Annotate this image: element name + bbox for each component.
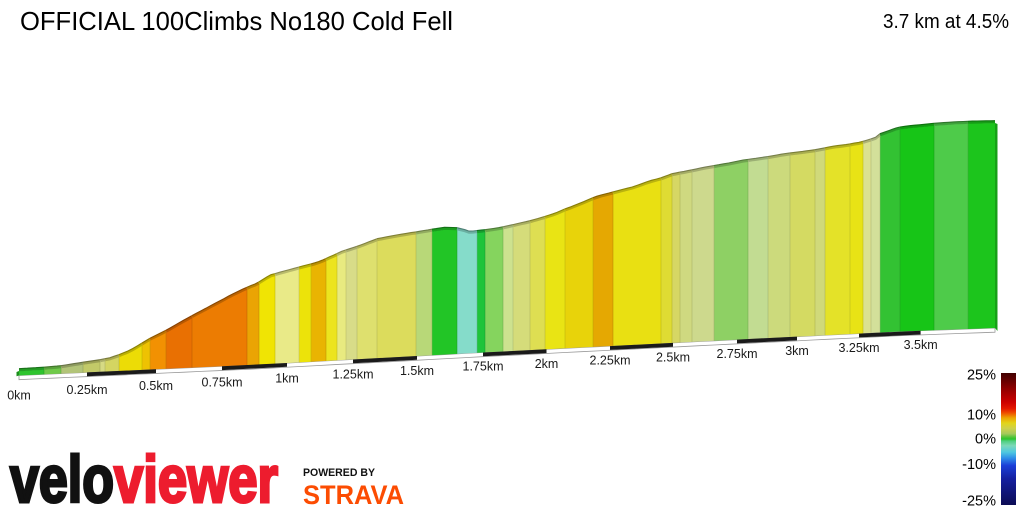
svg-text:3km: 3km — [785, 344, 809, 358]
svg-text:0.5km: 0.5km — [139, 379, 173, 393]
svg-text:POWERED BY: POWERED BY — [303, 467, 376, 479]
svg-text:0%: 0% — [975, 432, 996, 448]
svg-text:1.5km: 1.5km — [400, 364, 434, 378]
svg-text:STRAVA: STRAVA — [303, 480, 404, 510]
svg-text:2.25km: 2.25km — [590, 354, 631, 368]
svg-text:0km: 0km — [7, 389, 31, 403]
svg-text:OFFICIAL 100Climbs No180 Cold: OFFICIAL 100Climbs No180 Cold Fell — [20, 6, 453, 36]
svg-text:1.25km: 1.25km — [333, 368, 374, 382]
svg-text:0.75km: 0.75km — [202, 375, 243, 389]
svg-text:0.25km: 0.25km — [67, 383, 108, 397]
svg-text:velo: velo — [10, 442, 114, 512]
svg-text:25%: 25% — [967, 368, 996, 384]
svg-text:viewer: viewer — [114, 442, 278, 512]
svg-text:1km: 1km — [275, 372, 299, 386]
svg-text:-25%: -25% — [962, 494, 996, 510]
svg-text:1.75km: 1.75km — [463, 360, 504, 374]
svg-text:3.5km: 3.5km — [904, 338, 938, 352]
svg-text:10%: 10% — [967, 408, 996, 424]
svg-text:2.75km: 2.75km — [717, 347, 758, 361]
svg-text:-10%: -10% — [962, 457, 996, 473]
svg-text:3.7 km at 4.5%: 3.7 km at 4.5% — [883, 11, 1009, 33]
svg-text:3.25km: 3.25km — [839, 341, 880, 355]
svg-text:2km: 2km — [535, 357, 559, 371]
svg-text:2.5km: 2.5km — [656, 350, 690, 364]
